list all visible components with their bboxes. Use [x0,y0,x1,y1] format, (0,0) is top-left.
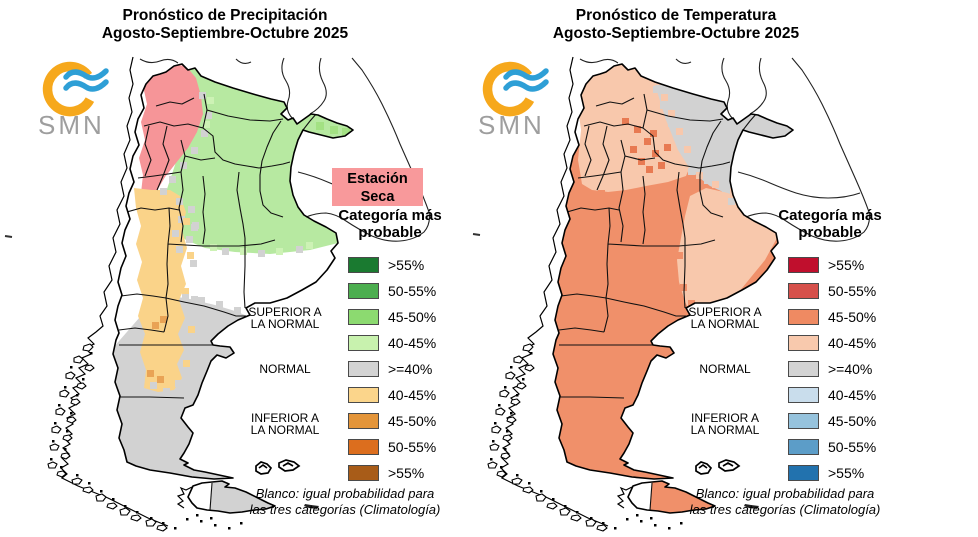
footer-note: Blanco: igual probabilidad para las tres… [249,486,441,517]
legend-row: 50-55% [348,278,436,304]
legend-swatch [348,387,379,403]
smn-logo: SMN [476,56,556,176]
legend-title: Categoría más probable [338,207,442,241]
legend-swatch [788,439,819,455]
map-temperature [472,56,870,532]
logo-wave-icon [503,68,549,81]
title-line2: Agosto-Septiembre-Octubre 2025 [101,25,349,42]
legend-row-label: >55% [828,465,865,481]
legend-swatch [348,465,379,481]
legend-row: >55% [788,460,876,486]
legend-row: 45-50% [348,304,436,330]
legend-row-label: >=40% [388,361,433,377]
legend-row-label: >55% [388,257,425,273]
legend-swatch [348,257,379,273]
legend: >55% 50-55% 45-50% 40-45% >=40% 40-45% 45-50% 5… [348,252,436,486]
legend-row: >=40% [348,356,436,382]
legend-row-label: 40-45% [388,335,437,351]
legend-row: 40-45% [348,330,436,356]
legend-row-label: 45-50% [828,413,877,429]
badge-line1: Estación [347,171,408,187]
footer-note: Blanco: igual probabilidad para las tres… [689,486,881,517]
label-superior: SUPERIOR A LA NORMAL [248,305,322,331]
legend-row: 45-50% [788,304,876,330]
logo-ring [42,61,95,117]
legend-row-label: 40-45% [828,387,877,403]
legend-swatch [788,309,819,325]
legend-swatch [348,361,379,377]
legend: >55% 50-55% 45-50% 40-45% >=40% 40-45% 45-50% 5… [788,252,876,486]
legend-swatch [788,257,819,273]
legend-row: >55% [788,252,876,278]
smn-logo-icon [482,61,549,117]
legend-swatch [788,361,819,377]
legend-swatch [348,335,379,351]
map-precipitation [4,56,430,532]
legend-row-label: 45-50% [388,413,437,429]
legend-row: >55% [348,460,436,486]
legend-row-label: 50-55% [388,283,437,299]
legend-row-label: >=40% [828,361,873,377]
logo-wave-icon [63,68,109,81]
legend-row: >=40% [788,356,876,382]
dry-season-badge: Estación Seca [332,168,423,206]
label-inferior: INFERIOR A LA NORMAL [250,411,320,437]
legend-swatch [348,439,379,455]
label-normal: NORMAL [699,362,751,376]
map-regions-temperature [553,64,793,513]
legend-row: 40-45% [788,382,876,408]
legend-row: 40-45% [788,330,876,356]
legend-row: 50-55% [788,278,876,304]
panel-precipitation: Pronóstico de Precipitación Agosto-Septi… [0,7,450,532]
legend-row: 45-50% [348,408,436,434]
legend-row-label: 50-55% [388,439,437,455]
logo-ring [482,61,535,117]
legend-swatch [788,387,819,403]
legend-row-label: 50-55% [828,283,877,299]
legend-row: 45-50% [788,408,876,434]
legend-row-label: 40-45% [388,387,437,403]
title-precipitation: Pronóstico de Precipitación Agosto-Septi… [0,7,450,43]
legend-title: Categoría más probable [778,207,882,241]
legend-row-label: 50-55% [828,439,877,455]
badge-line2: Seca [360,189,395,205]
legend-row-label: 45-50% [388,309,437,325]
legend-row-label: >55% [388,465,425,481]
smn-logo-text: SMN [478,110,545,140]
smn-logo-text: SMN [38,110,105,140]
legend-row-label: 40-45% [828,335,877,351]
legend-row: >55% [348,252,436,278]
legend-swatch [788,335,819,351]
speckle-cells [147,92,350,395]
label-normal: NORMAL [259,362,311,376]
legend-swatch [788,413,819,429]
smn-logo: SMN [36,56,116,176]
title-temperature: Pronóstico de Temperatura Agosto-Septiem… [440,7,912,43]
legend-swatch [788,283,819,299]
legend-row: 40-45% [348,382,436,408]
legend-row-label: >55% [828,257,865,273]
panel-temperature: Pronóstico de Temperatura Agosto-Septiem… [440,0,978,537]
title-line1: Pronóstico de Precipitación [122,7,328,24]
title-line1: Pronóstico de Temperatura [575,7,777,24]
label-inferior: INFERIOR A LA NORMAL [690,411,760,437]
legend-swatch [788,465,819,481]
legend-row-label: 45-50% [828,309,877,325]
label-superior: SUPERIOR A LA NORMAL [688,305,762,331]
logo-wave-icon [503,79,549,92]
legend-swatch [348,309,379,325]
legend-swatch [348,413,379,429]
title-line2: Agosto-Septiembre-Octubre 2025 [552,25,800,42]
legend-swatch [348,283,379,299]
legend-row: 50-55% [788,434,876,460]
legend-row: 50-55% [348,434,436,460]
smn-logo-icon [42,61,109,117]
logo-wave-icon [63,79,109,92]
